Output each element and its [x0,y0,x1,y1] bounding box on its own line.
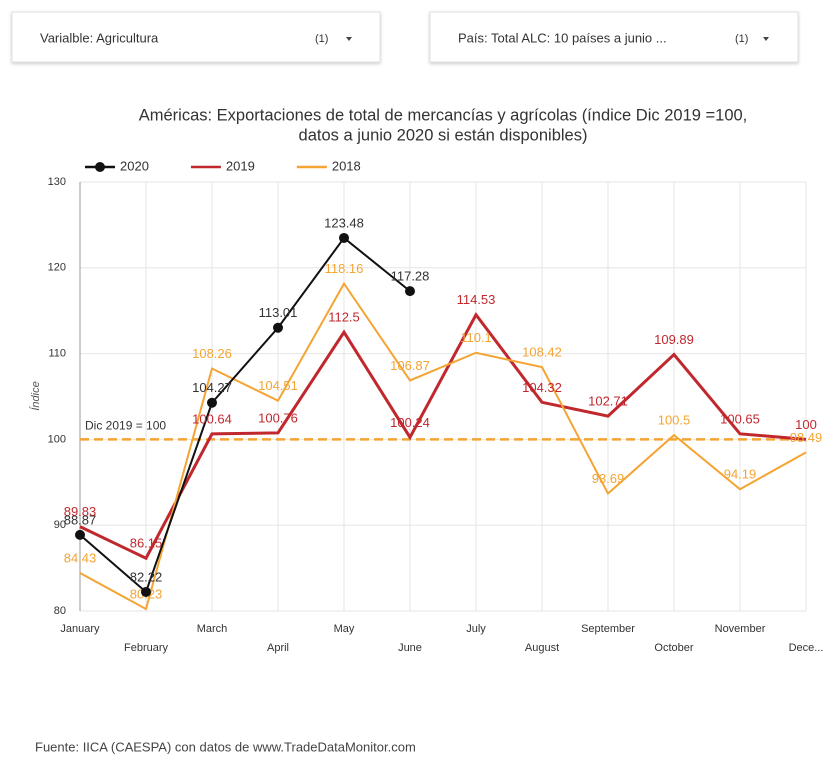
data-label: 117.28 [391,269,430,284]
dropdown-box[interactable] [429,11,799,63]
series-line [79,311,807,561]
data-label: 98.49 [790,430,823,445]
legend-label: 2019 [226,158,255,173]
data-label: 100.76 [258,410,298,425]
data-label: 123.48 [324,215,364,230]
x-tick-label: January [60,623,100,635]
data-label: 114.53 [457,292,496,307]
dropdown-arrow[interactable] [346,37,352,41]
filter-dropdown[interactable]: Varialble: Agricultura (1) [11,11,381,63]
data-label: 100 [795,417,817,432]
data-label: 109.89 [654,332,694,347]
data-label: 93.69 [592,471,625,486]
x-tick-label: July [466,623,486,635]
data-label: 112.5 [328,310,360,325]
y-tick-label: 80 [54,605,66,617]
legend-marker [95,162,105,172]
y-tick-label: 90 [54,519,66,531]
point [339,232,349,243]
data-label: 113.01 [259,305,298,320]
legend-label: 2020 [120,158,149,173]
y-tick-label: 100 [48,433,66,445]
y-tick-label: 120 [48,262,66,274]
data-label: 102.71 [588,394,628,409]
x-tick-label: August [525,642,559,654]
series-line [79,236,411,594]
x-tick-label: October [654,642,693,654]
data-label: 100.65 [720,411,760,426]
source-note: Fuente: IICA (CAESPA) con datos de www.T… [35,739,416,754]
dropdown-label[interactable]: Varialble: Agricultura [40,30,159,45]
dropdown-count[interactable]: (1) [315,33,328,45]
dropdown-arrow[interactable] [763,37,769,41]
data-label: 104.27 [192,380,232,395]
chart-title: datos a junio 2020 si están disponibles) [299,126,588,144]
y-tick-label: 130 [48,176,66,188]
x-tick-label: June [398,642,422,654]
legend-item: 2019 [190,158,255,173]
x-tick-label: March [197,623,228,635]
data-label: 104.32 [522,380,562,395]
data-label: 88.87 [64,512,97,527]
data-label: 82.22 [130,569,163,584]
data-label: 86.15 [130,536,163,551]
x-tick-label: Dece... [789,642,824,654]
data-label: 89.83 [64,504,97,519]
data-label: 84.43 [64,550,97,565]
dropdown-box[interactable] [11,11,381,63]
point [141,586,151,597]
point [273,322,283,333]
filter-dropdown[interactable]: País: Total ALC: 10 países a junio ... (… [429,11,799,63]
data-label: 118.16 [325,261,364,276]
legend-label: 2018 [332,158,361,173]
point [207,397,217,408]
x-tick-label: May [334,623,355,635]
data-label: 106.87 [390,358,430,373]
dropdown-label[interactable]: País: Total ALC: 10 países a junio ... [458,30,667,45]
x-tick-label: November [715,623,766,635]
data-label: 104.51 [258,378,298,393]
data-label: 100.24 [390,415,430,430]
point [75,529,85,540]
dropdown-count[interactable]: (1) [735,33,748,45]
legend-item: 2020 [85,158,149,173]
y-axis-label: Índice [29,381,42,410]
chart-title: Américas: Exportaciones de total de merc… [139,106,748,124]
data-label: 108.26 [192,346,232,361]
data-label: 108.42 [522,345,562,360]
plot: 80 90 100 110 120 130 January February March Apri… [48,158,824,653]
y-tick-label: 110 [48,348,66,360]
x-tick-label: September [581,623,635,635]
point [405,286,415,297]
x-tick-label: February [124,642,169,654]
series-line [79,281,807,611]
x-tick-label: April [267,642,289,654]
data-label: 100.5 [658,413,691,428]
legend-item: 2018 [296,158,361,173]
reference-label: Dic 2019 = 100 [85,419,166,433]
data-label: 94.19 [724,467,757,482]
data-label: 110.1 [460,330,492,345]
data-label: 100.64 [192,411,232,426]
